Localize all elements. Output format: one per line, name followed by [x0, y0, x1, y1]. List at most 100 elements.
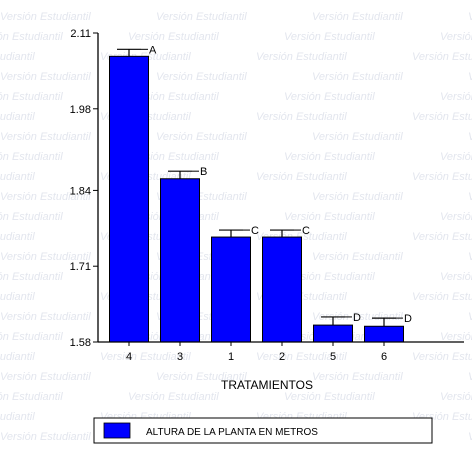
watermark-text: Versión Estudiantil	[0, 111, 35, 123]
watermark-text: Versión Estudiantil	[468, 251, 472, 263]
x-axis-title: TRATAMIENTOS	[221, 378, 313, 392]
legend-swatch	[103, 422, 131, 439]
watermark-text: Versión Estudiantil	[440, 271, 472, 283]
watermark-text: Versión Estudiantil	[412, 291, 472, 303]
watermark-text: Versión Estudiantil	[0, 211, 63, 223]
watermark-text: Versión Estudiantil	[312, 191, 403, 203]
watermark-text: Versión Estudiantil	[156, 71, 247, 83]
watermark-text: Versión Estudiantil	[468, 431, 472, 443]
watermark-text: Versión Estudiantil	[284, 151, 375, 163]
watermark-text: Versión Estudiantil	[100, 351, 191, 363]
bar	[313, 324, 353, 343]
watermark-text: Versión Estudiantil	[312, 251, 403, 263]
watermark-text: Versión Estudiantil	[0, 371, 91, 383]
watermark-text: Versión Estudiantil	[0, 271, 63, 283]
watermark-text: Versión Estudiantil	[0, 31, 63, 43]
watermark-text: Versión Estudiantil	[440, 151, 472, 163]
watermark-text: Versión Estudiantil	[284, 391, 375, 403]
significance-label: C	[302, 225, 310, 237]
watermark-text: Versión Estudiantil	[0, 411, 35, 423]
watermark-text: Versión Estudiantil	[0, 171, 35, 183]
legend-box	[93, 417, 433, 444]
x-tick-label: 5	[330, 351, 336, 363]
bar	[262, 236, 302, 343]
significance-label: D	[353, 312, 361, 324]
significance-label: A	[149, 44, 157, 56]
bar	[364, 325, 404, 343]
watermark-text: Versión Estudiantil	[128, 91, 219, 103]
watermark-text: Versión Estudiantil	[0, 191, 91, 203]
axes-layer	[97, 33, 464, 343]
watermark-text: Versión Estudiantil	[312, 11, 403, 23]
watermark-text: Versión Estudiantil	[256, 111, 347, 123]
watermark-text: Versión Estudiantil	[284, 271, 375, 283]
watermark-text: Versión Estudiantil	[128, 31, 219, 43]
watermark-text: Versión Estudiantil	[412, 51, 472, 63]
watermark-text: Versión Estudiantil	[468, 11, 472, 23]
watermark-text: Versión Estudiantil	[468, 71, 472, 83]
watermark-text: Versión Estudiantil	[128, 391, 219, 403]
bar	[160, 178, 200, 343]
watermark-text: Versión Estudiantil	[412, 111, 472, 123]
y-tick-label: 1.84	[70, 185, 91, 197]
watermark-text: Versión Estudiantil	[312, 71, 403, 83]
watermark-text: Versión Estudiantil	[156, 11, 247, 23]
watermark-text: Versión Estudiantil	[256, 351, 347, 363]
watermark-text: Versión Estudiantil	[128, 151, 219, 163]
watermark-text: Versión Estudiantil	[468, 191, 472, 203]
watermark-text: Versión Estudiantil	[284, 31, 375, 43]
x-tick-label: 1	[228, 351, 234, 363]
significance-label: C	[251, 225, 259, 237]
watermark-text: Versión Estudiantil	[0, 251, 91, 263]
y-tick-label: 1.58	[70, 337, 91, 349]
watermark-text: Versión Estudiantil	[312, 371, 403, 383]
watermark-layer: Versión Estudiantil Versión Estudiantil Ve…	[0, 11, 472, 443]
watermark-text: Versión Estudiantil	[0, 151, 63, 163]
x-tick-label: 4	[126, 351, 132, 363]
watermark-text: Versión Estudiantil	[468, 311, 472, 323]
watermark-text: Versión Estudiantil	[440, 31, 472, 43]
watermark-text: Versión Estudiantil	[440, 331, 472, 343]
y-tick-label: 1.98	[70, 104, 91, 116]
watermark-text: Versión Estudiantil	[0, 231, 35, 243]
x-tick-label: 2	[279, 351, 285, 363]
significance-label: D	[404, 313, 412, 325]
watermark-text: Versión Estudiantil	[0, 431, 91, 443]
watermark-text: Versión Estudiantil	[440, 91, 472, 103]
bar	[211, 236, 251, 343]
watermark-text: Versión Estudiantil	[0, 131, 91, 143]
watermark-text: Versión Estudiantil	[440, 211, 472, 223]
watermark-text: Versión Estudiantil	[440, 391, 472, 403]
watermark-text: Versión Estudiantil	[0, 11, 91, 23]
watermark-text: Versión Estudiantil	[0, 291, 35, 303]
watermark-text: Versión Estudiantil	[0, 391, 63, 403]
legend-label: ALTURA DE LA PLANTA EN METROS	[146, 427, 318, 438]
x-tick-label: 3	[177, 351, 183, 363]
watermark-text: Versión Estudiantil	[0, 51, 35, 63]
watermark-text: Versión Estudiantil	[156, 131, 247, 143]
watermark-text: Versión Estudiantil	[412, 351, 472, 363]
bar	[109, 55, 149, 343]
watermark-text: Versión Estudiantil	[156, 371, 247, 383]
watermark-text: Versión Estudiantil	[0, 311, 91, 323]
ticks-layer: 1.58 1.71 1.84 1.98 2.11 4 3 1 2 5 6	[70, 28, 387, 363]
watermark-text: Versión Estudiantil	[468, 131, 472, 143]
watermark-text: Versión Estudiantil	[312, 311, 403, 323]
watermark-text: Versión Estudiantil	[256, 171, 347, 183]
watermark-text: Versión Estudiantil	[0, 331, 63, 343]
legend: ALTURA DE LA PLANTA EN METROS	[93, 417, 433, 444]
watermark-text: Versión Estudiantil	[0, 71, 91, 83]
y-tick-label: 1.71	[70, 261, 91, 273]
bars-layer: A B C C D D	[109, 44, 412, 343]
y-tick-label: 2.11	[70, 28, 91, 40]
watermark-text: Versión Estudiantil	[312, 131, 403, 143]
watermark-text: Versión Estudiantil	[0, 91, 63, 103]
watermark-text: Versión Estudiantil	[284, 211, 375, 223]
watermark-text: Versión Estudiantil	[256, 51, 347, 63]
significance-label: B	[200, 166, 207, 178]
watermark-text: Versión Estudiantil	[284, 91, 375, 103]
watermark-text: Versión Estudiantil	[0, 351, 35, 363]
watermark-text: Versión Estudiantil	[412, 171, 472, 183]
